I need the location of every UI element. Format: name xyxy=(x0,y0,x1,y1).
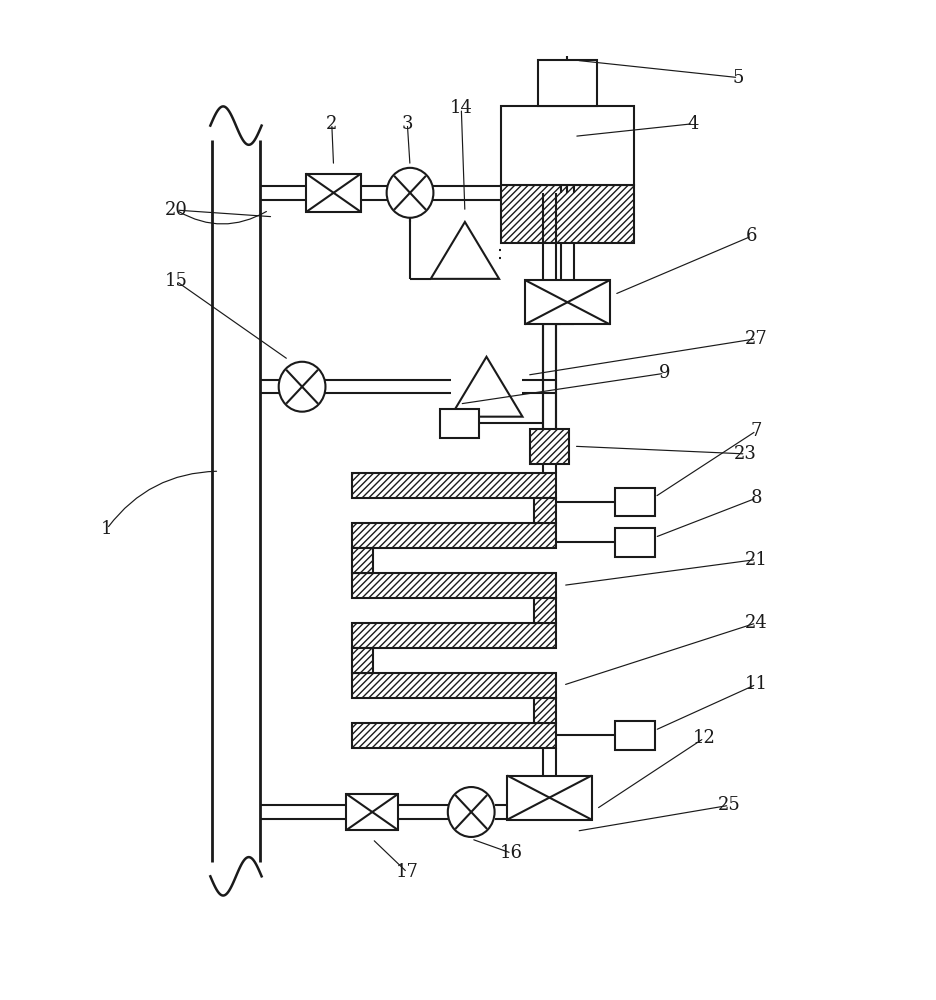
Text: 12: 12 xyxy=(692,729,715,747)
Text: 27: 27 xyxy=(744,330,767,348)
Bar xyxy=(501,106,634,185)
Circle shape xyxy=(387,168,433,218)
Text: 3: 3 xyxy=(402,115,413,133)
Bar xyxy=(345,794,398,830)
Text: 1: 1 xyxy=(101,520,112,538)
Bar xyxy=(529,429,569,464)
Bar xyxy=(351,473,555,498)
Circle shape xyxy=(447,787,494,837)
Bar xyxy=(534,498,555,523)
Bar xyxy=(506,776,592,820)
Text: 17: 17 xyxy=(396,863,418,881)
Text: 8: 8 xyxy=(750,489,761,507)
Text: 16: 16 xyxy=(500,844,522,862)
Text: 4: 4 xyxy=(687,115,698,133)
Text: 9: 9 xyxy=(658,364,669,382)
Text: 6: 6 xyxy=(745,227,757,245)
Text: 25: 25 xyxy=(717,796,740,814)
Bar xyxy=(501,185,634,243)
Bar xyxy=(306,174,360,212)
Text: 7: 7 xyxy=(750,422,761,440)
Text: 21: 21 xyxy=(744,551,767,569)
Polygon shape xyxy=(431,222,499,279)
Bar xyxy=(439,409,479,438)
Text: 23: 23 xyxy=(733,445,756,463)
Bar xyxy=(614,528,654,557)
Polygon shape xyxy=(450,357,522,417)
Bar xyxy=(351,548,373,573)
Text: 2: 2 xyxy=(326,115,337,133)
Bar xyxy=(351,673,555,698)
Text: 11: 11 xyxy=(744,675,767,693)
Bar xyxy=(614,721,654,750)
Bar xyxy=(351,648,373,673)
Bar xyxy=(351,573,555,598)
Bar xyxy=(534,598,555,623)
Bar xyxy=(351,523,555,548)
Bar xyxy=(351,623,555,648)
Text: 5: 5 xyxy=(732,69,743,87)
Bar xyxy=(614,488,654,516)
Bar xyxy=(537,60,596,106)
Bar xyxy=(534,698,555,723)
Circle shape xyxy=(278,362,325,412)
Text: 20: 20 xyxy=(165,201,187,219)
Bar xyxy=(524,280,609,324)
Text: 24: 24 xyxy=(744,614,767,632)
Bar xyxy=(351,723,555,748)
Text: 15: 15 xyxy=(165,272,187,290)
Text: 14: 14 xyxy=(449,99,473,117)
